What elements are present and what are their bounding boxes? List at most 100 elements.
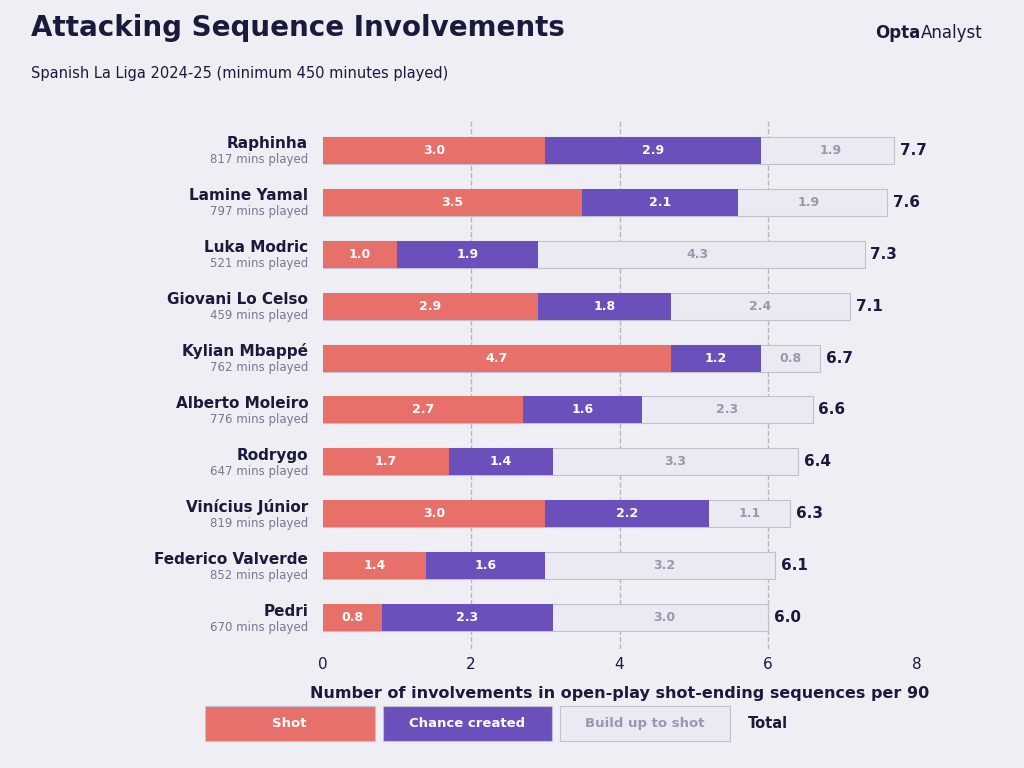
Text: 2.3: 2.3 — [716, 403, 738, 416]
Text: 2.9: 2.9 — [642, 144, 664, 157]
FancyBboxPatch shape — [426, 552, 545, 579]
Text: 1.9: 1.9 — [798, 196, 820, 209]
Text: 3.0: 3.0 — [423, 508, 445, 521]
FancyBboxPatch shape — [449, 449, 553, 475]
Text: 7.1: 7.1 — [856, 299, 883, 313]
Text: 1.6: 1.6 — [475, 559, 497, 572]
FancyBboxPatch shape — [523, 396, 642, 423]
Text: 776 mins played: 776 mins played — [210, 413, 308, 425]
Text: 2.7: 2.7 — [412, 403, 434, 416]
Text: 6.7: 6.7 — [826, 350, 853, 366]
Text: 1.9: 1.9 — [820, 144, 842, 157]
FancyBboxPatch shape — [397, 240, 538, 267]
FancyBboxPatch shape — [323, 552, 426, 579]
FancyBboxPatch shape — [323, 293, 538, 319]
FancyBboxPatch shape — [323, 189, 583, 216]
Text: 1.7: 1.7 — [375, 455, 396, 468]
FancyBboxPatch shape — [323, 501, 545, 528]
Text: Chance created: Chance created — [410, 717, 525, 730]
Text: Build up to shot: Build up to shot — [586, 717, 705, 730]
FancyBboxPatch shape — [323, 552, 775, 579]
FancyBboxPatch shape — [323, 137, 545, 164]
Text: 2.2: 2.2 — [615, 508, 638, 521]
Text: 521 mins played: 521 mins played — [210, 257, 308, 270]
FancyBboxPatch shape — [672, 345, 761, 372]
Text: 1.0: 1.0 — [348, 247, 371, 260]
FancyBboxPatch shape — [545, 137, 761, 164]
Text: 852 mins played: 852 mins played — [210, 568, 308, 581]
Text: Shot: Shot — [272, 717, 307, 730]
Text: 4.3: 4.3 — [686, 247, 709, 260]
FancyBboxPatch shape — [323, 604, 382, 631]
Text: Total: Total — [748, 717, 788, 731]
Text: 6.4: 6.4 — [804, 455, 830, 469]
Text: Analyst: Analyst — [922, 25, 983, 42]
FancyBboxPatch shape — [538, 293, 672, 319]
Text: 3.0: 3.0 — [423, 144, 445, 157]
Text: 2.4: 2.4 — [750, 300, 772, 313]
Text: Federico Valverde: Federico Valverde — [155, 551, 308, 567]
Text: Kylian Mbappé: Kylian Mbappé — [182, 343, 308, 359]
Text: 7.6: 7.6 — [893, 194, 920, 210]
Text: 1.4: 1.4 — [364, 559, 386, 572]
FancyBboxPatch shape — [382, 604, 553, 631]
Text: 2.1: 2.1 — [649, 196, 672, 209]
Text: Opta: Opta — [876, 25, 921, 42]
X-axis label: Number of involvements in open-play shot-ending sequences per 90: Number of involvements in open-play shot… — [310, 686, 929, 701]
Text: Alberto Moleiro: Alberto Moleiro — [175, 396, 308, 411]
FancyBboxPatch shape — [323, 501, 791, 528]
Text: 7.7: 7.7 — [900, 143, 927, 157]
FancyBboxPatch shape — [323, 396, 813, 423]
FancyBboxPatch shape — [323, 449, 798, 475]
Text: Rodrygo: Rodrygo — [237, 448, 308, 462]
Text: 3.5: 3.5 — [441, 196, 464, 209]
Text: Giovani Lo Celso: Giovani Lo Celso — [167, 292, 308, 307]
Text: Spanish La Liga 2024-25 (minimum 450 minutes played): Spanish La Liga 2024-25 (minimum 450 min… — [31, 65, 447, 81]
Text: Lamine Yamal: Lamine Yamal — [189, 188, 308, 203]
Text: Pedri: Pedri — [263, 604, 308, 618]
FancyBboxPatch shape — [323, 137, 894, 164]
Text: 3.3: 3.3 — [665, 455, 686, 468]
Text: 819 mins played: 819 mins played — [210, 517, 308, 530]
Text: Attacking Sequence Involvements: Attacking Sequence Involvements — [31, 15, 564, 42]
FancyBboxPatch shape — [323, 189, 887, 216]
FancyBboxPatch shape — [323, 240, 864, 267]
Text: 6.1: 6.1 — [781, 558, 808, 574]
Text: 3.0: 3.0 — [653, 611, 675, 624]
FancyBboxPatch shape — [323, 449, 449, 475]
Text: 670 mins played: 670 mins played — [210, 621, 308, 634]
FancyBboxPatch shape — [383, 707, 552, 741]
Text: 1.1: 1.1 — [738, 508, 761, 521]
Text: 6.3: 6.3 — [797, 506, 823, 521]
Text: 0.8: 0.8 — [779, 352, 802, 365]
Text: Raphinha: Raphinha — [227, 136, 308, 151]
FancyBboxPatch shape — [323, 345, 672, 372]
Text: Vinícius Júnior: Vinícius Júnior — [186, 499, 308, 515]
FancyBboxPatch shape — [545, 501, 709, 528]
FancyBboxPatch shape — [560, 707, 730, 741]
Text: 1.2: 1.2 — [705, 352, 727, 365]
FancyBboxPatch shape — [323, 345, 820, 372]
Text: 459 mins played: 459 mins played — [210, 309, 308, 322]
Text: 3.2: 3.2 — [653, 559, 675, 572]
Text: Luka Modric: Luka Modric — [204, 240, 308, 255]
Text: 7.3: 7.3 — [870, 247, 897, 262]
FancyBboxPatch shape — [205, 707, 375, 741]
FancyBboxPatch shape — [323, 396, 523, 423]
Text: 1.9: 1.9 — [457, 247, 478, 260]
FancyBboxPatch shape — [323, 240, 397, 267]
Text: 1.4: 1.4 — [489, 455, 512, 468]
Text: 6.6: 6.6 — [818, 402, 846, 418]
Text: 2.3: 2.3 — [457, 611, 478, 624]
Text: 647 mins played: 647 mins played — [210, 465, 308, 478]
Text: 1.8: 1.8 — [594, 300, 615, 313]
Text: 817 mins played: 817 mins played — [210, 153, 308, 166]
Text: 6.0: 6.0 — [774, 611, 801, 625]
Text: 2.9: 2.9 — [419, 300, 441, 313]
FancyBboxPatch shape — [323, 293, 850, 319]
FancyBboxPatch shape — [323, 604, 768, 631]
Text: 762 mins played: 762 mins played — [210, 361, 308, 374]
Text: 1.6: 1.6 — [571, 403, 594, 416]
Text: 4.7: 4.7 — [486, 352, 508, 365]
Text: 0.8: 0.8 — [341, 611, 364, 624]
